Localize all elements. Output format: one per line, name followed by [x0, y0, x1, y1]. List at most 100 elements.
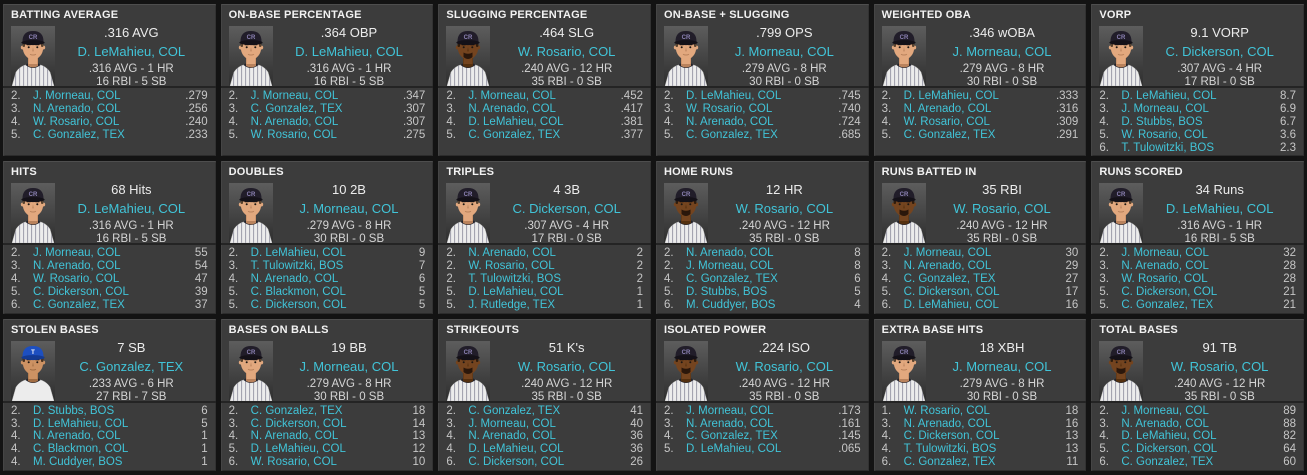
- player-link[interactable]: N. Arenado, COL: [1121, 417, 1209, 430]
- player-link[interactable]: W. Rosario, COL: [903, 115, 990, 128]
- player-link[interactable]: D. LeMahieu, COL: [250, 443, 346, 456]
- player-photo[interactable]: CR: [881, 340, 926, 401]
- player-link[interactable]: D. LeMahieu, COL: [686, 443, 782, 456]
- player-link[interactable]: C. Gonzalez, TEX: [686, 430, 778, 443]
- player-link[interactable]: W. Rosario, COL: [1121, 273, 1208, 286]
- player-link[interactable]: N. Arenado, COL: [468, 102, 556, 115]
- player-link[interactable]: C. Gonzalez, TEX: [1121, 456, 1214, 469]
- leader-name-link[interactable]: C. Gonzalez, TEX: [79, 358, 184, 374]
- player-link[interactable]: D. LeMahieu, COL: [686, 90, 782, 102]
- player-link[interactable]: D. LeMahieu, COL: [468, 286, 564, 298]
- player-link[interactable]: C. Blackmon, COL: [33, 443, 129, 456]
- player-photo[interactable]: CR: [1099, 183, 1144, 244]
- leader-name-link[interactable]: D. LeMahieu, COL: [77, 44, 186, 59]
- player-link[interactable]: W. Rosario, COL: [686, 102, 773, 115]
- player-link[interactable]: J. Morneau, COL: [903, 247, 992, 260]
- player-link[interactable]: D. LeMahieu, COL: [468, 443, 564, 456]
- player-link[interactable]: J. Morneau, COL: [1121, 404, 1209, 417]
- leader-name-link[interactable]: W. Rosario, COL: [953, 201, 1051, 217]
- player-link[interactable]: J. Morneau, COL: [1121, 247, 1209, 260]
- player-link[interactable]: D. LeMahieu, COL: [250, 247, 346, 260]
- player-photo[interactable]: CR: [11, 183, 55, 244]
- player-link[interactable]: N. Arenado, COL: [903, 260, 992, 273]
- player-link[interactable]: C. Gonzalez, TEX: [468, 128, 561, 141]
- player-link[interactable]: C. Dickerson, COL: [250, 417, 347, 430]
- leader-name-link[interactable]: J. Morneau, COL: [952, 44, 1052, 59]
- player-link[interactable]: W. Rosario, COL: [33, 273, 120, 286]
- player-link[interactable]: C. Dickerson, COL: [250, 298, 347, 311]
- player-link[interactable]: C. Dickerson, COL: [468, 456, 565, 469]
- player-link[interactable]: C. Dickerson, COL: [903, 286, 1000, 298]
- player-link[interactable]: W. Rosario, COL: [33, 115, 120, 128]
- player-link[interactable]: C. Gonzalez, TEX: [903, 128, 996, 141]
- player-link[interactable]: T. Tulowitzki, BOS: [1121, 141, 1214, 154]
- player-link[interactable]: W. Rosario, COL: [250, 128, 337, 141]
- player-link[interactable]: N. Arenado, COL: [33, 260, 121, 273]
- player-link[interactable]: D. LeMahieu, COL: [33, 417, 129, 430]
- leader-name-link[interactable]: J. Morneau, COL: [299, 358, 399, 374]
- player-link[interactable]: C. Dickerson, COL: [1121, 443, 1218, 456]
- player-link[interactable]: N. Arenado, COL: [33, 102, 121, 115]
- leader-name-link[interactable]: C. Dickerson, COL: [512, 201, 621, 217]
- leader-name-link[interactable]: D. LeMahieu, COL: [77, 201, 186, 217]
- player-link[interactable]: J. Morneau, COL: [250, 90, 339, 102]
- player-link[interactable]: C. Gonzalez, TEX: [33, 128, 125, 141]
- player-link[interactable]: D. Stubbs, BOS: [686, 286, 768, 298]
- player-link[interactable]: T. Tulowitzki, BOS: [250, 260, 344, 273]
- player-link[interactable]: W. Rosario, COL: [468, 260, 555, 273]
- player-link[interactable]: D. LeMahieu, COL: [1121, 90, 1217, 102]
- player-photo[interactable]: CR: [664, 183, 708, 244]
- player-photo[interactable]: CR: [664, 26, 708, 86]
- player-photo[interactable]: CR: [11, 26, 55, 86]
- player-link[interactable]: M. Cuddyer, BOS: [686, 298, 776, 311]
- player-link[interactable]: J. Morneau, COL: [468, 90, 556, 102]
- player-link[interactable]: D. LeMahieu, COL: [1121, 430, 1217, 443]
- player-link[interactable]: N. Arenado, COL: [33, 430, 121, 443]
- player-link[interactable]: C. Gonzalez, TEX: [468, 404, 561, 417]
- player-link[interactable]: J. Morneau, COL: [1121, 102, 1209, 115]
- leader-name-link[interactable]: C. Dickerson, COL: [1165, 44, 1274, 59]
- player-link[interactable]: N. Arenado, COL: [250, 115, 339, 128]
- player-link[interactable]: C. Gonzalez, TEX: [903, 456, 996, 469]
- player-link[interactable]: N. Arenado, COL: [468, 247, 556, 260]
- player-link[interactable]: W. Rosario, COL: [250, 456, 337, 469]
- leader-name-link[interactable]: J. Morneau, COL: [734, 44, 834, 59]
- player-link[interactable]: N. Arenado, COL: [686, 417, 774, 430]
- player-photo[interactable]: CR: [1099, 26, 1144, 86]
- player-link[interactable]: J. Rutledge, TEX: [468, 298, 556, 311]
- player-photo[interactable]: T: [11, 340, 55, 401]
- leader-name-link[interactable]: W. Rosario, COL: [735, 358, 834, 374]
- leader-name-link[interactable]: W. Rosario, COL: [517, 44, 616, 59]
- player-link[interactable]: N. Arenado, COL: [686, 115, 774, 128]
- leader-name-link[interactable]: J. Morneau, COL: [299, 201, 399, 217]
- player-link[interactable]: C. Gonzalez, TEX: [686, 273, 778, 286]
- player-link[interactable]: C. Blackmon, COL: [250, 286, 346, 298]
- player-link[interactable]: N. Arenado, COL: [250, 430, 339, 443]
- leader-name-link[interactable]: W. Rosario, COL: [735, 201, 834, 217]
- player-link[interactable]: C. Gonzalez, TEX: [250, 102, 343, 115]
- player-photo[interactable]: CR: [228, 340, 273, 401]
- player-photo[interactable]: CR: [228, 26, 273, 86]
- player-link[interactable]: J. Morneau, COL: [468, 417, 556, 430]
- player-link[interactable]: D. Stubbs, BOS: [33, 404, 115, 417]
- player-link[interactable]: N. Arenado, COL: [903, 102, 992, 115]
- player-photo[interactable]: CR: [446, 183, 491, 244]
- player-photo[interactable]: CR: [446, 340, 491, 401]
- player-link[interactable]: C. Gonzalez, TEX: [903, 273, 996, 286]
- leader-name-link[interactable]: D. LeMahieu, COL: [295, 44, 403, 59]
- player-link[interactable]: D. Stubbs, BOS: [1121, 115, 1203, 128]
- player-link[interactable]: N. Arenado, COL: [250, 273, 339, 286]
- player-link[interactable]: N. Arenado, COL: [903, 417, 992, 430]
- player-photo[interactable]: CR: [881, 26, 926, 86]
- player-link[interactable]: J. Morneau, COL: [686, 404, 774, 417]
- player-link[interactable]: C. Dickerson, COL: [33, 286, 129, 298]
- player-link[interactable]: D. LeMahieu, COL: [903, 90, 999, 102]
- player-link[interactable]: M. Cuddyer, BOS: [33, 456, 123, 469]
- player-link[interactable]: T. Tulowitzki, BOS: [468, 273, 561, 286]
- player-link[interactable]: N. Arenado, COL: [686, 247, 774, 260]
- player-link[interactable]: D. LeMahieu, COL: [468, 115, 564, 128]
- player-link[interactable]: C. Gonzalez, TEX: [1121, 298, 1214, 311]
- player-photo[interactable]: CR: [881, 183, 926, 244]
- player-photo[interactable]: CR: [1099, 340, 1144, 401]
- player-link[interactable]: T. Tulowitzki, BOS: [903, 443, 997, 456]
